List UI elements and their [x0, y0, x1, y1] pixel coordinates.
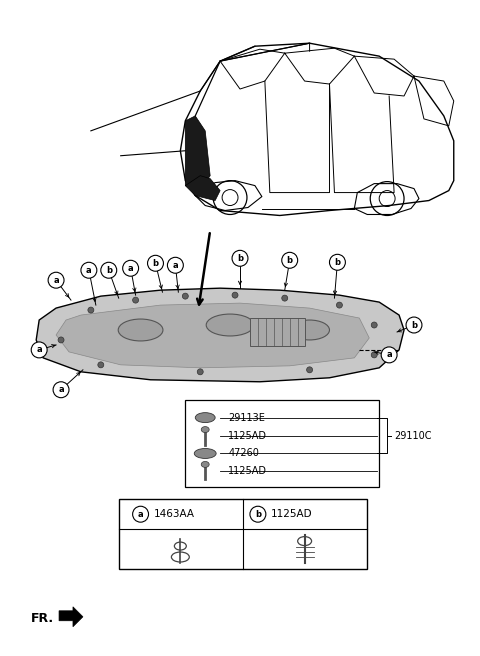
Polygon shape [56, 303, 369, 368]
Text: 47260: 47260 [228, 449, 259, 459]
Circle shape [381, 347, 397, 363]
Polygon shape [36, 288, 404, 382]
Text: a: a [173, 261, 178, 270]
Circle shape [406, 317, 422, 333]
Circle shape [31, 342, 47, 358]
Polygon shape [59, 607, 83, 626]
Ellipse shape [201, 426, 209, 432]
Text: 1463AA: 1463AA [154, 509, 194, 519]
Circle shape [98, 362, 104, 368]
Text: b: b [335, 258, 340, 267]
Circle shape [123, 260, 139, 276]
Ellipse shape [194, 449, 216, 459]
Circle shape [88, 307, 94, 313]
Polygon shape [185, 116, 210, 191]
Circle shape [132, 506, 148, 522]
Circle shape [371, 352, 377, 358]
Circle shape [371, 322, 377, 328]
Circle shape [307, 367, 312, 373]
Text: a: a [386, 350, 392, 359]
Circle shape [147, 255, 164, 271]
Circle shape [232, 251, 248, 266]
Text: a: a [138, 510, 144, 519]
Bar [250, 318, 305, 346]
Circle shape [182, 293, 188, 299]
Ellipse shape [290, 320, 329, 340]
Ellipse shape [201, 461, 209, 468]
Circle shape [329, 255, 346, 270]
Text: FR.: FR. [31, 612, 54, 625]
Polygon shape [185, 176, 220, 201]
Ellipse shape [118, 319, 163, 341]
Text: 1125AD: 1125AD [228, 430, 267, 441]
Text: 29110C: 29110C [394, 430, 432, 441]
Ellipse shape [206, 314, 254, 336]
Circle shape [232, 292, 238, 298]
Circle shape [336, 302, 342, 308]
Text: a: a [58, 385, 64, 394]
Text: b: b [255, 510, 261, 519]
Circle shape [282, 295, 288, 301]
Text: b: b [237, 254, 243, 263]
Circle shape [282, 253, 298, 268]
Circle shape [250, 506, 266, 522]
Ellipse shape [195, 413, 215, 422]
Circle shape [48, 272, 64, 288]
Text: b: b [106, 266, 112, 275]
Circle shape [168, 257, 183, 274]
Text: a: a [86, 266, 92, 275]
Circle shape [101, 262, 117, 278]
Text: b: b [411, 321, 417, 329]
Bar [185, 400, 379, 487]
Text: a: a [36, 346, 42, 354]
Circle shape [197, 369, 203, 375]
Text: 1125AD: 1125AD [228, 466, 267, 476]
Bar [119, 499, 367, 569]
Text: b: b [153, 258, 158, 268]
Text: 1125AD: 1125AD [271, 509, 312, 519]
Circle shape [81, 262, 97, 278]
Text: a: a [53, 276, 59, 285]
Circle shape [53, 382, 69, 398]
Text: a: a [128, 264, 133, 273]
Circle shape [58, 337, 64, 343]
Text: b: b [287, 256, 293, 265]
Circle shape [132, 297, 139, 303]
Text: 29113E: 29113E [228, 413, 265, 422]
